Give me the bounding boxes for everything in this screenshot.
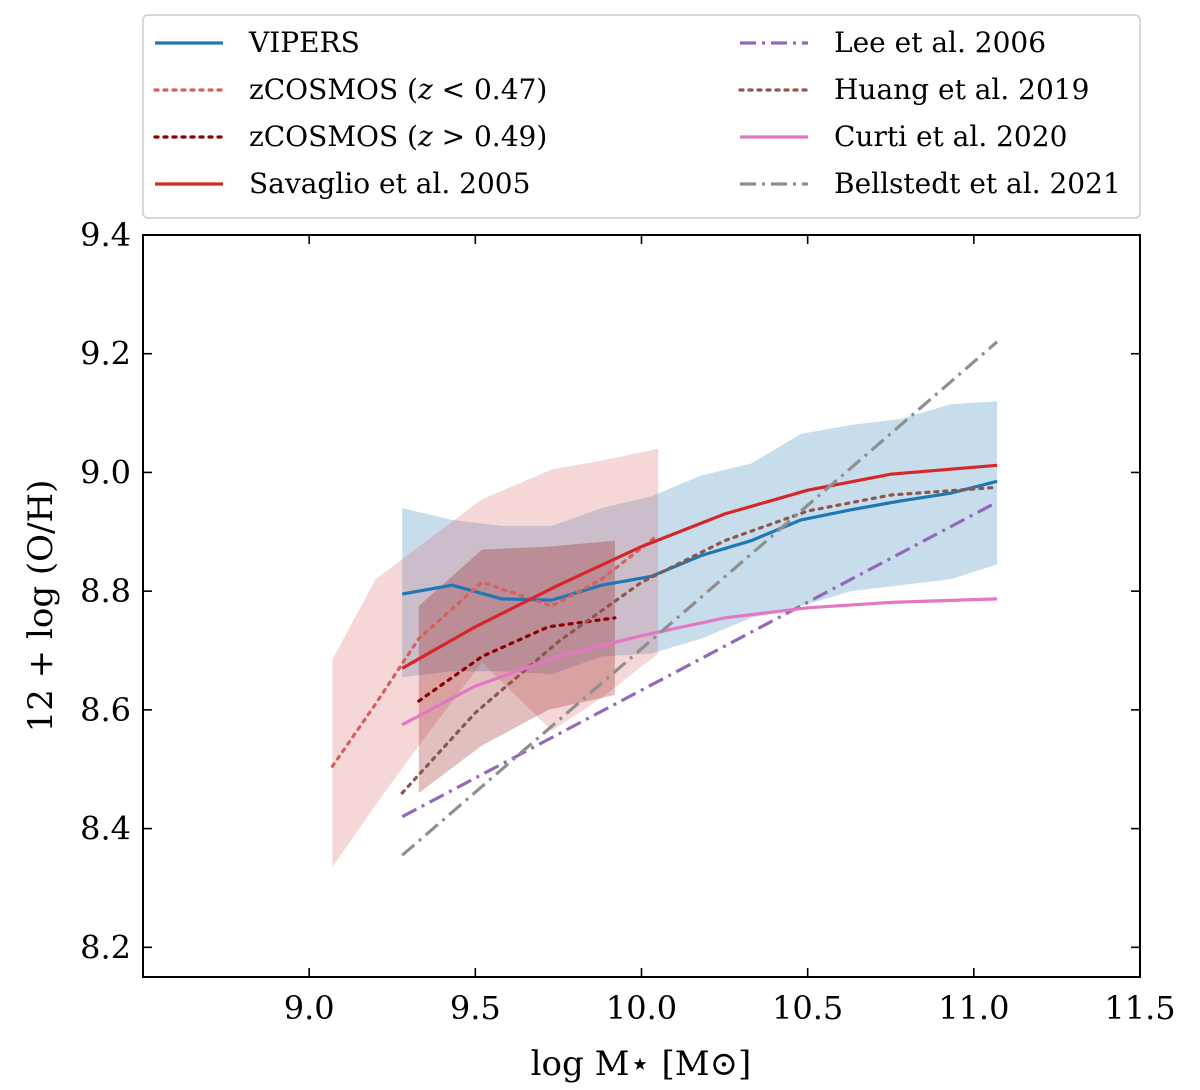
x-tick-label: 11.0: [938, 989, 1009, 1027]
y-tick-label: 8.6: [80, 691, 131, 729]
y-tick-label: 8.2: [80, 928, 131, 966]
legend-frame: [142, 14, 1141, 219]
y-axis-label: 12 + log (O/H): [21, 480, 61, 733]
x-axis-ticks: 9.0 9.5 10.0 10.5 11.0 11.5: [284, 235, 1176, 1027]
legend-label-bellstedt-et-al-2021: Bellstedt et al. 2021: [834, 167, 1121, 200]
y-tick-label: 9.0: [80, 453, 131, 491]
band-zcosmos-z-0-47: [332, 448, 659, 868]
legend-label-lee-et-al-2006: Lee et al. 2006: [834, 26, 1046, 59]
legend-label-vipers: VIPERS: [248, 26, 360, 59]
y-tick-label: 9.2: [80, 335, 131, 373]
legend-label-zcosmos-z-0-49: zCOSMOS (z > 0.49): [249, 120, 547, 153]
legend-label-curti-et-al-2020: Curti et al. 2020: [834, 120, 1067, 153]
series-line-lee-et-al-2006: [401, 500, 998, 819]
y-axis-ticks: 8.2 8.4 8.6 8.8 9.0 9.2 9.4: [80, 216, 1140, 966]
legend-label-huang-et-al-2019: Huang et al. 2019: [834, 73, 1089, 106]
legend-label-zcosmos-z-0-47: zCOSMOS (z < 0.47): [249, 73, 547, 106]
x-tick-label: 9.0: [284, 989, 335, 1027]
series-line-savaglio-et-al-2005: [401, 463, 998, 670]
y-tick-label: 9.4: [80, 216, 131, 254]
x-tick-label: 9.5: [450, 989, 501, 1027]
band-zcosmos-z-0-49: [418, 540, 615, 793]
x-axis-label: log M⋆ [M⊙]: [531, 1044, 752, 1084]
series-line-curti-et-al-2020: [401, 597, 998, 727]
y-tick-label: 8.4: [80, 810, 131, 848]
series-line-vipers: [401, 479, 998, 602]
legend: VIPERS zCOSMOS (z < 0.47) zCOSMOS (z > 0.4…: [142, 14, 1141, 219]
series-line-huang-et-al-2019: [400, 485, 999, 795]
x-tick-label: 11.5: [1104, 989, 1175, 1027]
legend-label-savaglio-et-al-2005: Savaglio et al. 2005: [249, 167, 530, 200]
x-tick-label: 10.0: [606, 989, 677, 1027]
x-tick-label: 10.5: [772, 989, 843, 1027]
series-lines: [330, 340, 999, 857]
y-tick-label: 8.8: [80, 572, 131, 610]
series-line-zcosmos-z-0-47: [330, 533, 660, 768]
series-line-bellstedt-et-al-2021: [401, 340, 999, 857]
series-line-zcosmos-z-0-49: [417, 616, 617, 703]
